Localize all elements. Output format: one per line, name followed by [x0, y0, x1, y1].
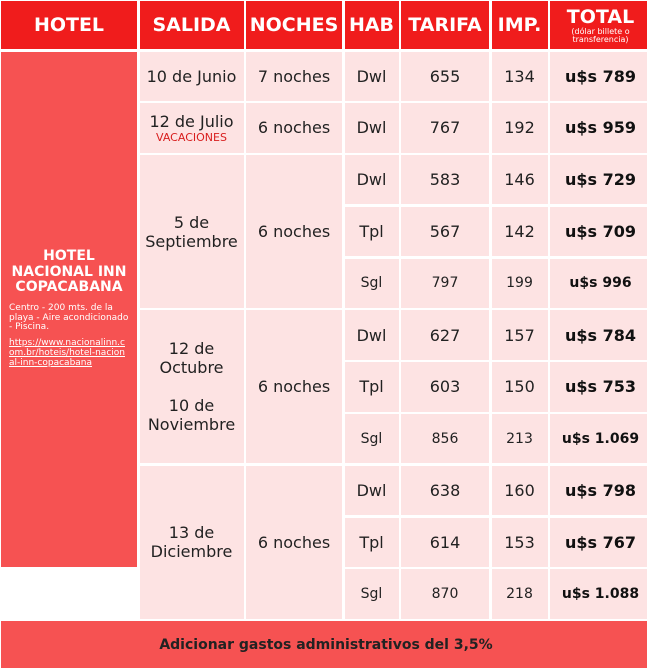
cell-tarifa: 627	[401, 310, 489, 360]
hotel-link[interactable]: https://www.nacionalinn.com.br/hoteis/ho…	[9, 338, 125, 369]
cell-tarifa: 655	[401, 51, 489, 101]
departure-date: 12 de Julio VACACIONES	[139, 103, 244, 153]
cell-total: u$s 789	[550, 51, 647, 101]
cell-hab: Dwl	[344, 155, 399, 205]
cell-tarifa: 603	[401, 362, 489, 412]
cell-hab: Tpl	[344, 517, 399, 567]
cell-imp: 150	[491, 362, 548, 412]
cell-total: u$s 753	[550, 362, 647, 412]
cell-total: u$s 709	[550, 206, 647, 257]
footer-note: Adicionar gastos administrativos del 3,5…	[1, 621, 647, 668]
cell-total: u$s 959	[550, 103, 647, 153]
departure-date: 13 de Diciembre	[139, 465, 244, 619]
cell-hab: Sgl	[344, 569, 399, 619]
cell-total: u$s 729	[550, 155, 647, 205]
nights: 7 noches	[246, 51, 342, 101]
cell-total: u$s 1.069	[550, 414, 647, 464]
header-hotel: HOTEL	[1, 1, 137, 49]
cell-hab: Tpl	[344, 206, 399, 257]
cell-tarifa: 856	[401, 414, 489, 464]
cell-imp: 134	[491, 51, 548, 101]
header-noches: NOCHES	[246, 1, 342, 49]
departure-date: 10 de Junio	[139, 51, 244, 101]
header-hab: HAB	[344, 1, 399, 49]
cell-tarifa: 567	[401, 206, 489, 257]
cell-imp: 218	[491, 569, 548, 619]
date-text: 10 de Noviembre	[147, 396, 236, 435]
cell-imp: 192	[491, 103, 548, 153]
cell-tarifa: 583	[401, 155, 489, 205]
cell-hab: Sgl	[344, 258, 399, 308]
cell-hab: Dwl	[344, 310, 399, 360]
cell-total: u$s 784	[550, 310, 647, 360]
vacation-note: VACACIONES	[156, 130, 227, 144]
header-imp: IMP.	[491, 1, 548, 49]
cell-total: u$s 996	[550, 258, 647, 308]
cell-tarifa: 797	[401, 258, 489, 308]
cell-imp: 142	[491, 206, 548, 257]
date-text: 12 de Octubre	[159, 339, 224, 378]
total-sub: (dólar billete o transferencia)	[571, 27, 630, 44]
hotel-name: HOTEL NACIONAL INN COPACABANA	[11, 248, 127, 296]
date-text: 12 de Julio	[149, 111, 234, 131]
nights: 6 noches	[246, 465, 342, 619]
header-total: TOTAL (dólar billete o transferencia)	[550, 1, 647, 49]
hotel-description: Centro - 200 mts. de la playa - Aire aco…	[9, 302, 129, 333]
nights: 6 noches	[246, 155, 342, 308]
header-tarifa: TARIFA	[401, 1, 489, 49]
cell-hab: Dwl	[344, 51, 399, 101]
cell-hab: Sgl	[344, 414, 399, 464]
cell-tarifa: 638	[401, 465, 489, 516]
cell-imp: 157	[491, 310, 548, 360]
cell-imp: 153	[491, 517, 548, 567]
cell-hab: Dwl	[344, 465, 399, 516]
total-label: TOTAL	[566, 6, 635, 28]
cell-total: u$s 1.088	[550, 569, 647, 619]
cell-total: u$s 767	[550, 517, 647, 567]
departure-date: 12 de Octubre 10 de Noviembre	[139, 310, 244, 464]
cell-hab: Tpl	[344, 362, 399, 412]
cell-hab: Dwl	[344, 103, 399, 153]
header-salida: SALIDA	[139, 1, 244, 49]
cell-tarifa: 614	[401, 517, 489, 567]
cell-tarifa: 870	[401, 569, 489, 619]
cell-imp: 160	[491, 465, 548, 516]
cell-tarifa: 767	[401, 103, 489, 153]
cell-total: u$s 798	[550, 465, 647, 516]
cell-imp: 146	[491, 155, 548, 205]
cell-imp: 199	[491, 258, 548, 308]
nights: 6 noches	[246, 310, 342, 464]
cell-imp: 213	[491, 414, 548, 464]
departure-date: 5 de Septiembre	[139, 155, 244, 308]
nights: 6 noches	[246, 103, 342, 153]
hotel-cell: HOTEL NACIONAL INN COPACABANA Centro - 2…	[1, 51, 137, 567]
